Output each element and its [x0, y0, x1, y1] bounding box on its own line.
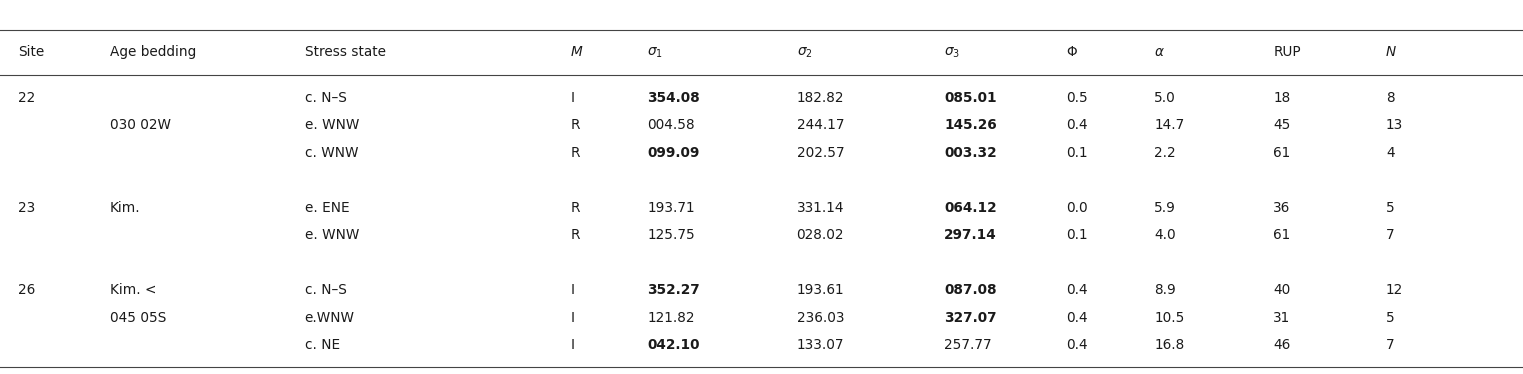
Text: 10.5: 10.5 [1154, 311, 1185, 325]
Text: 0.4: 0.4 [1066, 283, 1087, 297]
Text: 5: 5 [1386, 311, 1395, 325]
Text: M: M [571, 45, 583, 59]
Text: 087.08: 087.08 [944, 283, 998, 297]
Text: 0.1: 0.1 [1066, 146, 1087, 160]
Text: Stress state: Stress state [305, 45, 385, 59]
Text: 331.14: 331.14 [797, 201, 844, 215]
Text: e.WNW: e.WNW [305, 311, 355, 325]
Text: 18: 18 [1273, 91, 1290, 105]
Text: 5.9: 5.9 [1154, 201, 1176, 215]
Text: 5: 5 [1386, 201, 1395, 215]
Text: 327.07: 327.07 [944, 311, 998, 325]
Text: R: R [571, 201, 580, 215]
Text: 31: 31 [1273, 311, 1290, 325]
Text: 7: 7 [1386, 338, 1395, 352]
Text: RUP: RUP [1273, 45, 1301, 59]
Text: 193.61: 193.61 [797, 283, 844, 297]
Text: c. N–S: c. N–S [305, 91, 346, 105]
Text: I: I [571, 311, 576, 325]
Text: Site: Site [18, 45, 44, 59]
Text: 030 02W: 030 02W [110, 119, 171, 132]
Text: 45: 45 [1273, 119, 1290, 132]
Text: 244.17: 244.17 [797, 119, 844, 132]
Text: 182.82: 182.82 [797, 91, 844, 105]
Text: 042.10: 042.10 [647, 338, 699, 352]
Text: 202.57: 202.57 [797, 146, 844, 160]
Text: Age bedding: Age bedding [110, 45, 196, 59]
Text: 121.82: 121.82 [647, 311, 694, 325]
Text: R: R [571, 229, 580, 242]
Text: 352.27: 352.27 [647, 283, 701, 297]
Text: 003.32: 003.32 [944, 146, 998, 160]
Text: 26: 26 [18, 283, 35, 297]
Text: I: I [571, 283, 576, 297]
Text: 125.75: 125.75 [647, 229, 694, 242]
Text: 354.08: 354.08 [647, 91, 701, 105]
Text: 61: 61 [1273, 229, 1290, 242]
Text: c. NE: c. NE [305, 338, 340, 352]
Text: 028.02: 028.02 [797, 229, 844, 242]
Text: 23: 23 [18, 201, 35, 215]
Text: 0.4: 0.4 [1066, 311, 1087, 325]
Text: 099.09: 099.09 [647, 146, 699, 160]
Text: $\sigma_1$: $\sigma_1$ [647, 45, 663, 59]
Text: Kim.: Kim. [110, 201, 140, 215]
Text: Kim. <: Kim. < [110, 283, 157, 297]
Text: 045 05S: 045 05S [110, 311, 166, 325]
Text: 193.71: 193.71 [647, 201, 694, 215]
Text: 40: 40 [1273, 283, 1290, 297]
Text: N: N [1386, 45, 1397, 59]
Text: e. WNW: e. WNW [305, 119, 359, 132]
Text: 4.0: 4.0 [1154, 229, 1176, 242]
Text: 133.07: 133.07 [797, 338, 844, 352]
Text: 0.0: 0.0 [1066, 201, 1087, 215]
Text: $\sigma_2$: $\sigma_2$ [797, 45, 812, 59]
Text: $\alpha$: $\alpha$ [1154, 45, 1165, 59]
Text: c. N–S: c. N–S [305, 283, 346, 297]
Text: 16.8: 16.8 [1154, 338, 1185, 352]
Text: 22: 22 [18, 91, 35, 105]
Text: R: R [571, 146, 580, 160]
Text: 0.5: 0.5 [1066, 91, 1087, 105]
Text: 0.1: 0.1 [1066, 229, 1087, 242]
Text: $\sigma_3$: $\sigma_3$ [944, 45, 961, 59]
Text: 4: 4 [1386, 146, 1395, 160]
Text: e. WNW: e. WNW [305, 229, 359, 242]
Text: 2.2: 2.2 [1154, 146, 1176, 160]
Text: 236.03: 236.03 [797, 311, 844, 325]
Text: 0.4: 0.4 [1066, 119, 1087, 132]
Text: $\Phi$: $\Phi$ [1066, 45, 1078, 59]
Text: I: I [571, 338, 576, 352]
Text: 13: 13 [1386, 119, 1403, 132]
Text: 8: 8 [1386, 91, 1395, 105]
Text: 8.9: 8.9 [1154, 283, 1176, 297]
Text: 7: 7 [1386, 229, 1395, 242]
Text: 14.7: 14.7 [1154, 119, 1185, 132]
Text: e. ENE: e. ENE [305, 201, 349, 215]
Text: R: R [571, 119, 580, 132]
Text: I: I [571, 91, 576, 105]
Text: 46: 46 [1273, 338, 1290, 352]
Text: 61: 61 [1273, 146, 1290, 160]
Text: 085.01: 085.01 [944, 91, 998, 105]
Text: 0.4: 0.4 [1066, 338, 1087, 352]
Text: 5.0: 5.0 [1154, 91, 1176, 105]
Text: 12: 12 [1386, 283, 1403, 297]
Text: 257.77: 257.77 [944, 338, 991, 352]
Text: c. WNW: c. WNW [305, 146, 358, 160]
Text: 36: 36 [1273, 201, 1290, 215]
Text: 064.12: 064.12 [944, 201, 998, 215]
Text: 004.58: 004.58 [647, 119, 694, 132]
Text: 297.14: 297.14 [944, 229, 998, 242]
Text: 145.26: 145.26 [944, 119, 998, 132]
